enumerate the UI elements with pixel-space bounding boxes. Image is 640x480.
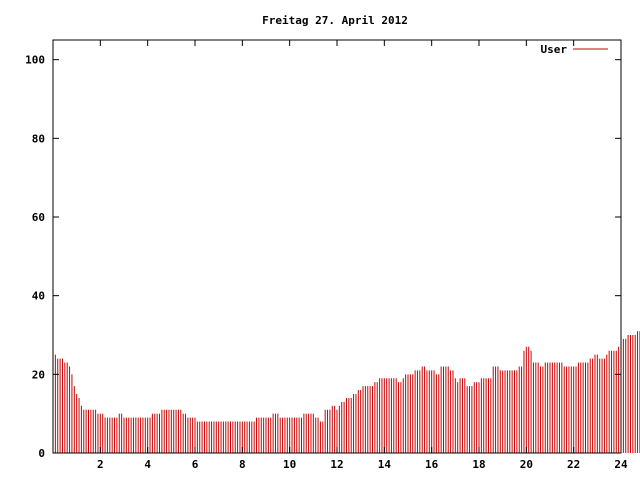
x-tick-label: 22 (567, 458, 580, 471)
y-tick-label: 40 (32, 290, 45, 303)
x-tick-label: 20 (520, 458, 533, 471)
x-tick-label: 18 (472, 458, 485, 471)
x-tick-label: 2 (97, 458, 104, 471)
x-tick-label: 6 (192, 458, 199, 471)
x-tick-label: 8 (239, 458, 246, 471)
x-tick-label: 24 (614, 458, 628, 471)
y-tick-label: 80 (32, 132, 45, 145)
legend: User (541, 43, 608, 56)
y-tick-label: 100 (25, 54, 45, 67)
plot-frame (52, 39, 622, 454)
chart-title: Freitag 27. April 2012 (262, 14, 408, 27)
bars-group (54, 331, 640, 453)
x-tick-label: 12 (330, 458, 343, 471)
y-tick-label: 20 (32, 368, 45, 381)
y-tick-label: 60 (32, 211, 45, 224)
legend-label: User (541, 43, 568, 56)
x-tick-label: 16 (425, 458, 439, 471)
x-tick-label: 10 (283, 458, 296, 471)
x-tick-label: 14 (378, 458, 392, 471)
x-tick-label: 4 (144, 458, 151, 471)
y-tick-label: 0 (38, 447, 45, 460)
